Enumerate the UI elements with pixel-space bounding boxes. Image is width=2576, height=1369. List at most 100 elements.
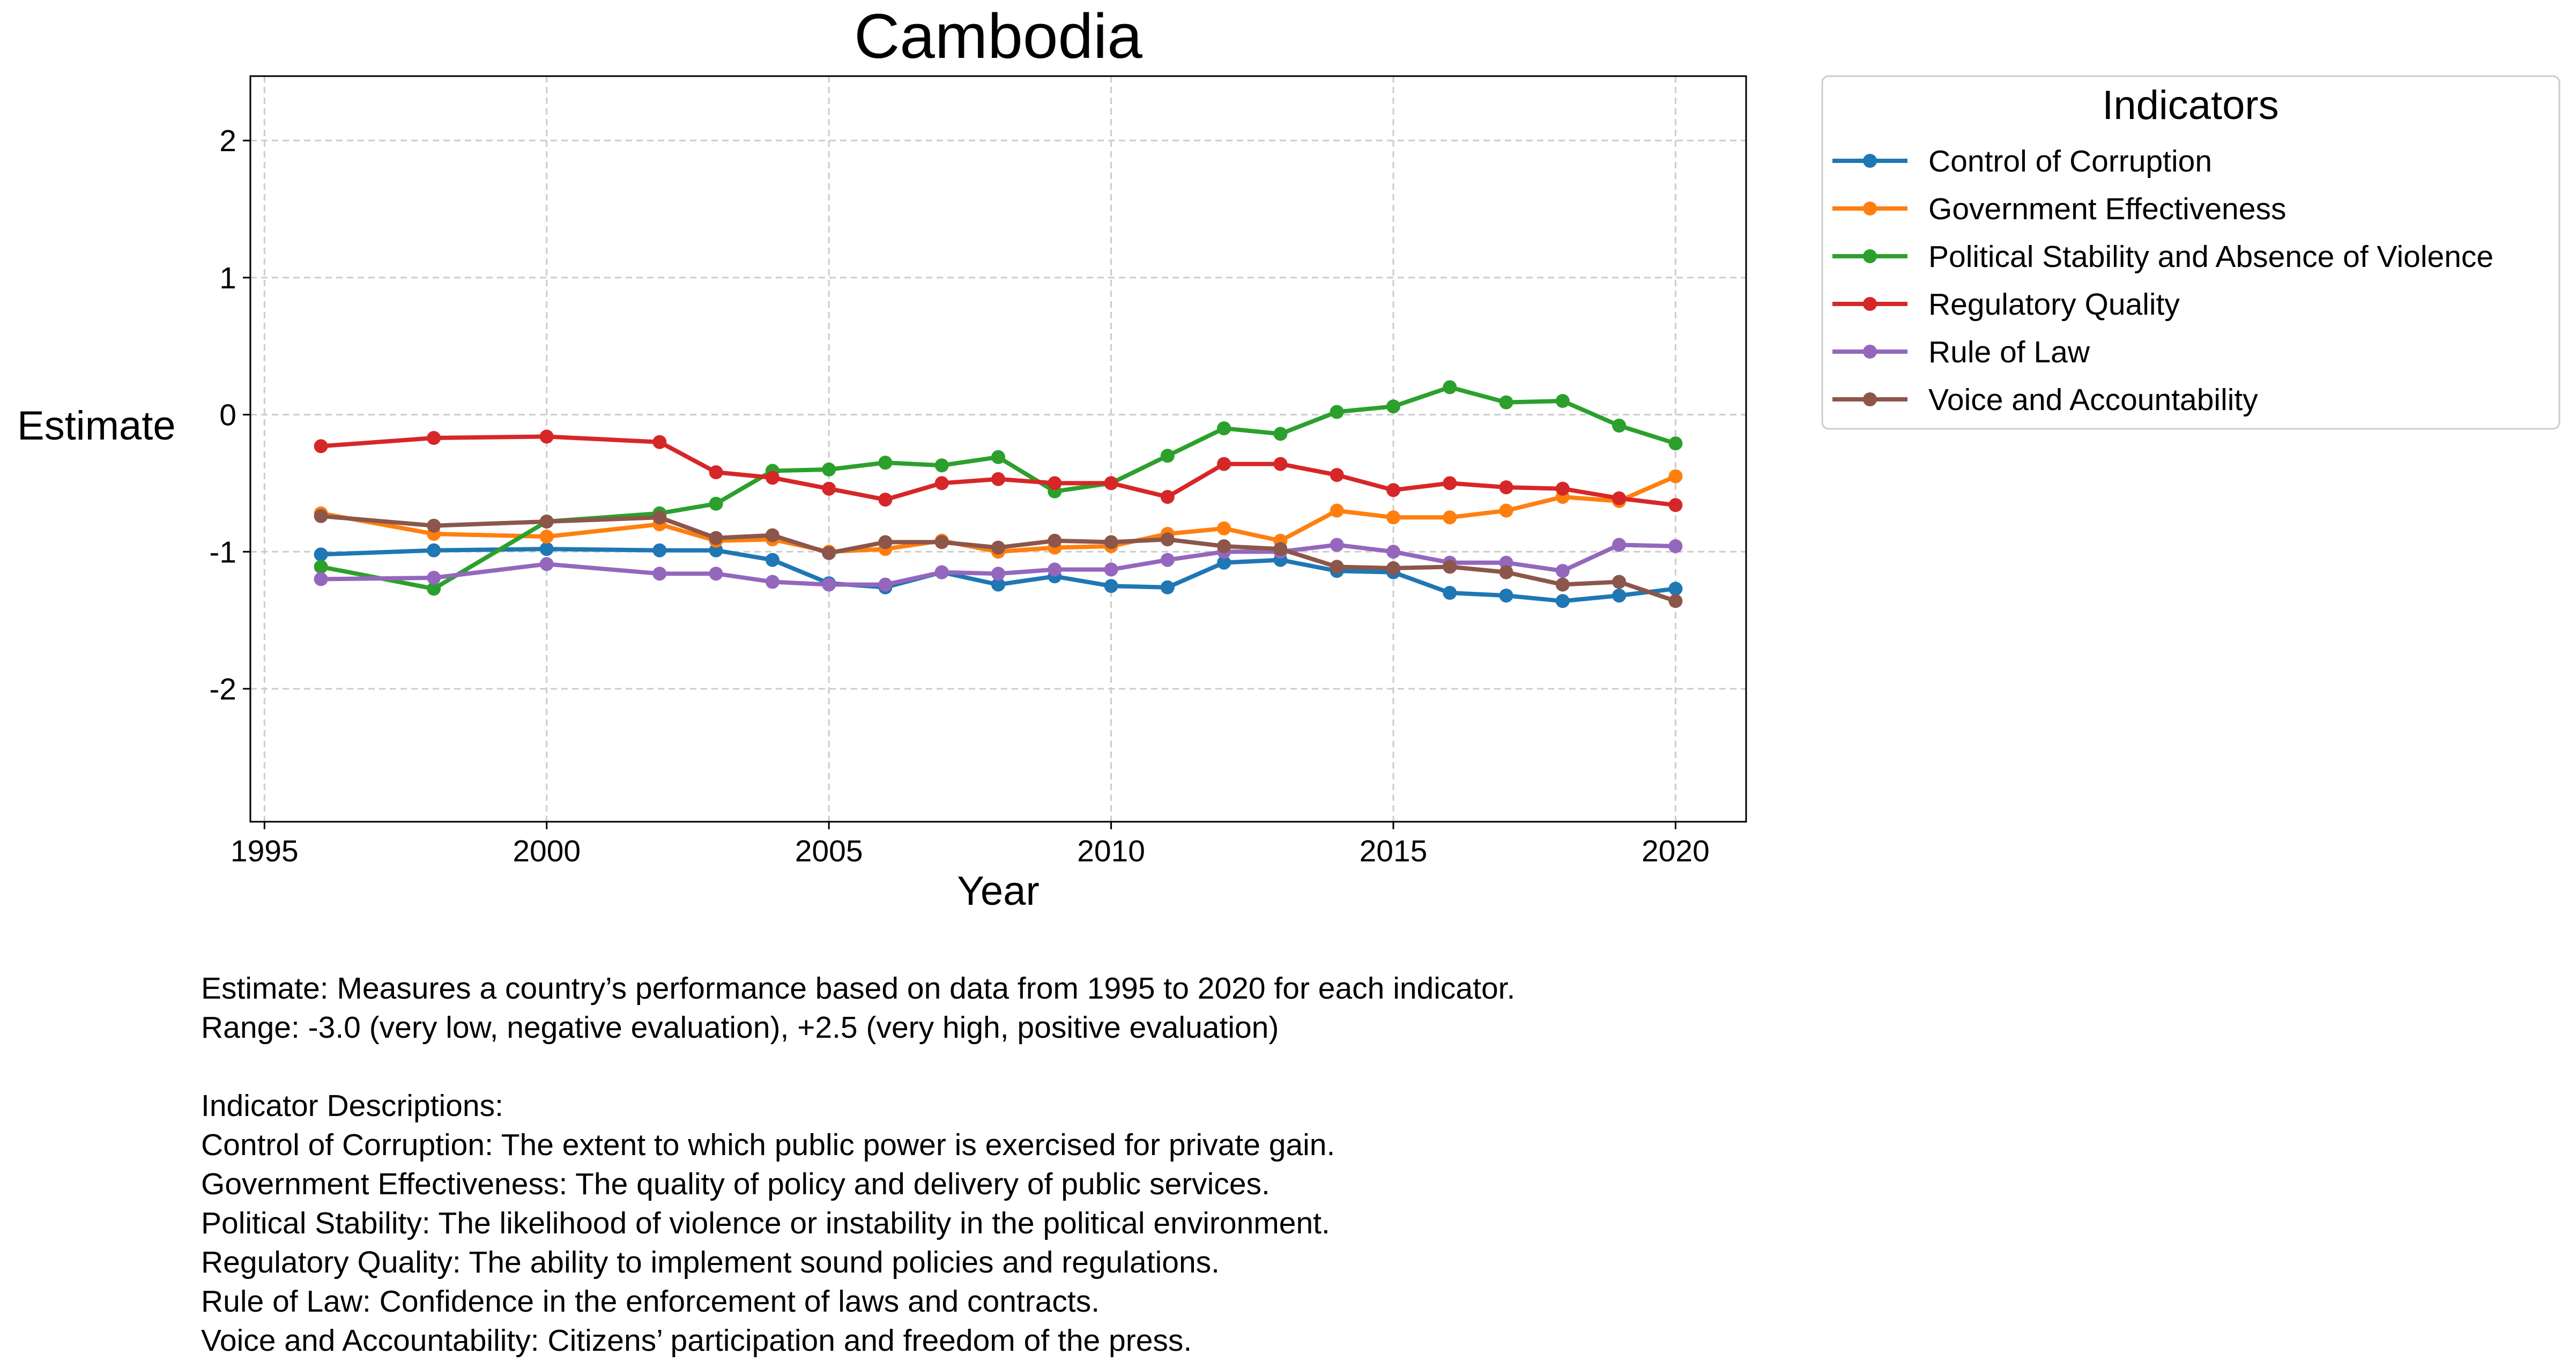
description-rule-of-law: Rule of Law: Confidence in the enforceme… — [201, 1284, 1100, 1319]
data-point — [1443, 476, 1457, 490]
series-political-stability-and-absence-of-violence — [314, 380, 1683, 596]
legend-marker — [1863, 297, 1877, 311]
data-point — [1443, 380, 1457, 395]
data-point — [709, 465, 723, 479]
data-point — [765, 575, 780, 589]
description-government-effectiveness: Government Effectiveness: The quality of… — [201, 1167, 1270, 1201]
notes-block: Estimate: Measures a country’s performan… — [201, 969, 1515, 1360]
data-point — [1160, 580, 1175, 594]
data-point — [314, 560, 328, 574]
legend-label: Control of Corruption — [1928, 144, 2212, 178]
data-point — [878, 535, 893, 549]
legend: Indicators Control of Corruption Governme… — [1821, 75, 2560, 430]
data-point — [1443, 510, 1457, 525]
data-point — [1499, 395, 1513, 410]
data-point — [314, 547, 328, 562]
data-point — [1612, 589, 1627, 603]
series-government-effectiveness — [314, 469, 1683, 559]
data-point — [1499, 503, 1513, 518]
data-point — [1217, 421, 1231, 436]
y-tick-label: 1 — [219, 261, 236, 295]
data-point — [1499, 555, 1513, 570]
data-point — [991, 450, 1005, 464]
data-point — [652, 435, 667, 449]
data-point — [991, 472, 1005, 486]
descriptions-header: Indicator Descriptions: — [201, 1089, 503, 1123]
grid-lines — [250, 76, 1746, 822]
legend-entry: Rule of Law — [1832, 335, 2090, 369]
data-point — [934, 476, 949, 490]
data-point — [1499, 589, 1513, 603]
data-point — [1443, 560, 1457, 574]
data-point — [1555, 594, 1570, 608]
data-point — [1273, 542, 1288, 556]
series-line — [321, 547, 1676, 604]
data-point — [709, 543, 723, 557]
data-point — [709, 567, 723, 581]
data-point — [427, 431, 441, 445]
data-point — [1555, 481, 1570, 496]
data-point — [878, 577, 893, 592]
data-point — [878, 493, 893, 507]
data-point — [1104, 579, 1118, 593]
data-point — [1612, 491, 1627, 505]
legend-entry: Government Effectiveness — [1832, 192, 2286, 226]
data-point — [822, 577, 836, 592]
legend-marker — [1863, 154, 1877, 168]
data-point — [709, 531, 723, 545]
y-tick-label: 0 — [219, 398, 236, 433]
data-point — [878, 456, 893, 470]
data-point — [427, 518, 441, 533]
legend-entry: Control of Corruption — [1832, 144, 2212, 178]
y-tick-label: 2 — [219, 124, 236, 158]
data-point — [765, 528, 780, 542]
data-point — [652, 567, 667, 581]
axis-ticks: 1995 2000 2005 2010 2015 2020 -2 -1 0 1 2 — [209, 124, 1709, 868]
legend-label: Rule of Law — [1928, 335, 2090, 369]
data-point — [1048, 476, 1062, 490]
data-point — [1555, 577, 1570, 592]
data-point — [1555, 394, 1570, 408]
data-point — [1668, 539, 1683, 553]
data-point — [1330, 405, 1344, 419]
legend-entry: Political Stability and Absence of Viole… — [1832, 240, 2493, 274]
data-point — [1668, 498, 1683, 512]
legend-label: Government Effectiveness — [1928, 192, 2286, 226]
data-point — [1104, 476, 1118, 490]
data-point — [1499, 565, 1513, 579]
series-line — [320, 385, 1676, 591]
data-point — [1330, 468, 1344, 482]
data-point — [1217, 521, 1231, 535]
data-point — [539, 429, 554, 444]
spacer — [201, 1047, 1515, 1087]
data-point — [1048, 533, 1062, 548]
description-regulatory-quality: Regulatory Quality: The ability to imple… — [201, 1245, 1220, 1279]
y-axis-label: Estimate — [17, 403, 176, 449]
legend-items: Control of Corruption Government Effectiv… — [1832, 144, 2493, 417]
data-point — [1668, 594, 1683, 608]
data-point — [1668, 582, 1683, 596]
estimate-note: Estimate: Measures a country’s performan… — [201, 971, 1516, 1006]
data-point — [1386, 561, 1400, 575]
legend-marker — [1863, 249, 1877, 263]
data-point — [1386, 545, 1400, 559]
y-tick-label: -1 — [209, 535, 236, 569]
series-line — [321, 514, 1676, 604]
legend-frame — [1821, 75, 2560, 430]
data-point — [991, 567, 1005, 581]
series-line — [320, 474, 1677, 554]
data-point — [709, 496, 723, 511]
description-control-of-corruption: Control of Corruption: The extent to whi… — [201, 1128, 1335, 1162]
legend-marker — [1863, 202, 1877, 215]
description-voice-and-accountability: Voice and Accountability: Citizens’ part… — [201, 1323, 1192, 1358]
series-control-of-corruption — [314, 542, 1683, 608]
series-lines — [314, 380, 1683, 608]
data-point — [314, 509, 328, 523]
y-tick-label: -2 — [209, 672, 236, 706]
line-chart: Cambodia 1995 2000 2005 2010 2015 2020 -2 -1 0 1 2… — [17, 1, 2560, 914]
data-point — [1160, 553, 1175, 567]
data-point — [427, 570, 441, 585]
range-note: Range: -3.0 (very low, negative evaluati… — [201, 1010, 1279, 1045]
data-point — [427, 543, 441, 557]
data-point — [1386, 483, 1400, 497]
